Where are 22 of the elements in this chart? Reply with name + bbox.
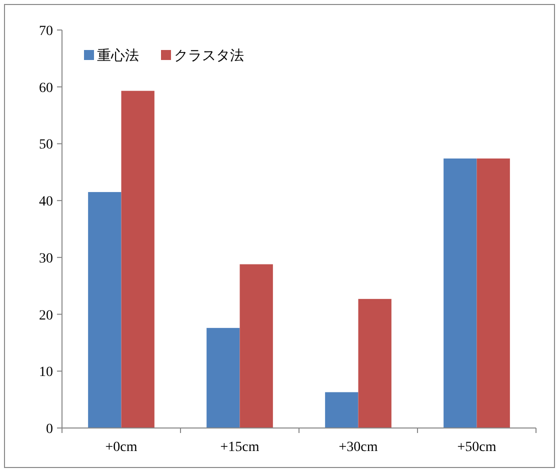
y-tick-label: 30 — [39, 251, 53, 266]
x-tick-label: +50cm — [457, 440, 496, 455]
bar — [206, 328, 240, 428]
bar — [476, 158, 510, 428]
bar — [325, 392, 358, 428]
y-tick-label: 20 — [39, 308, 53, 324]
bar — [240, 264, 273, 428]
y-tick-label: 40 — [39, 194, 53, 210]
y-tick-label: 10 — [39, 365, 53, 380]
bar — [358, 298, 392, 428]
legend-label: 重心法 — [97, 48, 139, 64]
y-tick-label: 70 — [39, 24, 53, 39]
x-tick-label: +30cm — [338, 440, 378, 455]
x-tick-label: +15cm — [220, 440, 260, 455]
y-tick-label: 60 — [39, 80, 53, 96]
bar — [121, 90, 154, 428]
bar — [88, 192, 122, 428]
bar — [444, 158, 477, 428]
legend-label: クラスタ法 — [174, 48, 244, 64]
y-tick-label: 0 — [46, 422, 53, 437]
x-tick-label: +0cm — [105, 440, 138, 455]
y-tick-label: 50 — [39, 138, 53, 153]
